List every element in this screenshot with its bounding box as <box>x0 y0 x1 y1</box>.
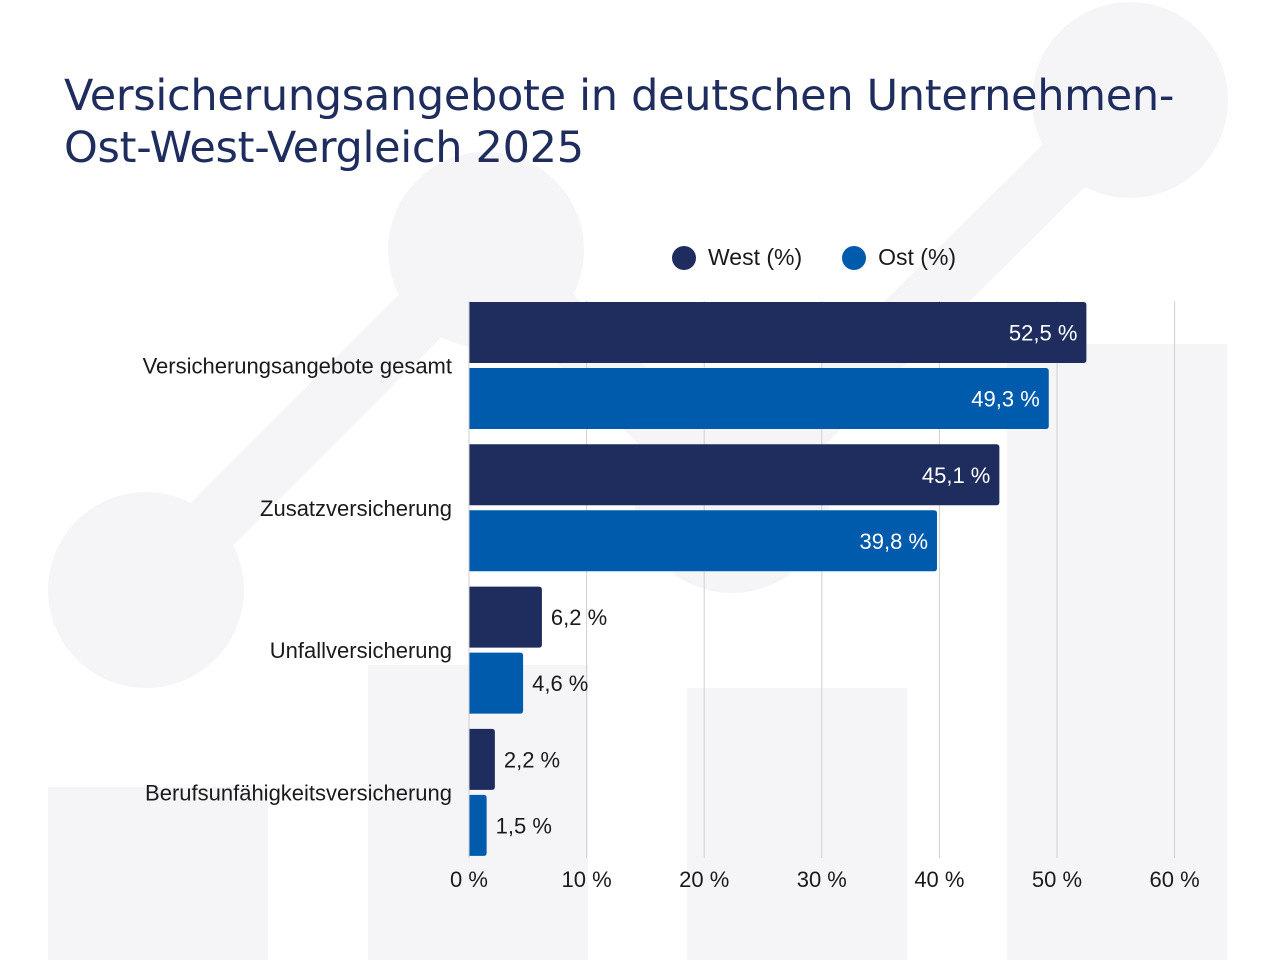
data-label-west-3: 2,2 % <box>504 747 560 772</box>
x-tick-label-60: 60 % <box>1150 867 1200 892</box>
category-label-2: Unfallversicherung <box>270 638 452 663</box>
legend-label-ost: Ost (%) <box>878 244 957 270</box>
bar-west-2 <box>469 586 542 648</box>
legend-item-ost: Ost (%) <box>842 244 956 271</box>
legend-item-west: West (%) <box>672 244 802 271</box>
bar-ost-1 <box>469 510 938 572</box>
category-label-1: Zusatzversicherung <box>260 496 452 521</box>
bar-ost-0 <box>469 368 1049 429</box>
bar-ost-3 <box>469 794 487 856</box>
legend: West (%) Ost (%) <box>672 244 996 271</box>
chart-title: Versicherungsangebote in deutschen Unter… <box>64 70 1244 174</box>
data-label-west-1: 45,1 % <box>922 463 991 488</box>
data-label-ost-2: 4,6 % <box>532 671 588 696</box>
title-line-2: Ost-West-Vergleich 2025 <box>64 123 584 173</box>
data-label-ost-3: 1,5 % <box>496 813 552 838</box>
data-label-west-0: 52,5 % <box>1009 321 1078 346</box>
bar-west-3 <box>469 728 495 790</box>
bar-west-1 <box>469 444 1000 506</box>
legend-dot-west <box>672 245 696 270</box>
x-tick-label-30: 30 % <box>797 867 847 892</box>
x-tick-label-20: 20 % <box>679 867 729 892</box>
bar-ost-2 <box>469 652 524 714</box>
data-label-ost-0: 49,3 % <box>971 387 1040 412</box>
title-line-1: Versicherungsangebote in deutschen Unter… <box>64 71 1175 121</box>
data-label-west-2: 6,2 % <box>551 605 607 630</box>
legend-label-west: West (%) <box>708 244 803 270</box>
x-tick-label-0: 0 % <box>450 867 488 892</box>
x-tick-label-50: 50 % <box>1032 867 1082 892</box>
category-label-0: Versicherungsangebote gesamt <box>143 354 452 379</box>
x-tick-label-10: 10 % <box>562 867 612 892</box>
legend-dot-ost <box>842 245 867 270</box>
bar-west-0 <box>469 302 1087 363</box>
category-label-3: Berufsunfähigkeitsversicherung <box>145 780 452 805</box>
data-label-ost-1: 39,8 % <box>860 529 929 554</box>
x-tick-label-40: 40 % <box>914 867 964 892</box>
